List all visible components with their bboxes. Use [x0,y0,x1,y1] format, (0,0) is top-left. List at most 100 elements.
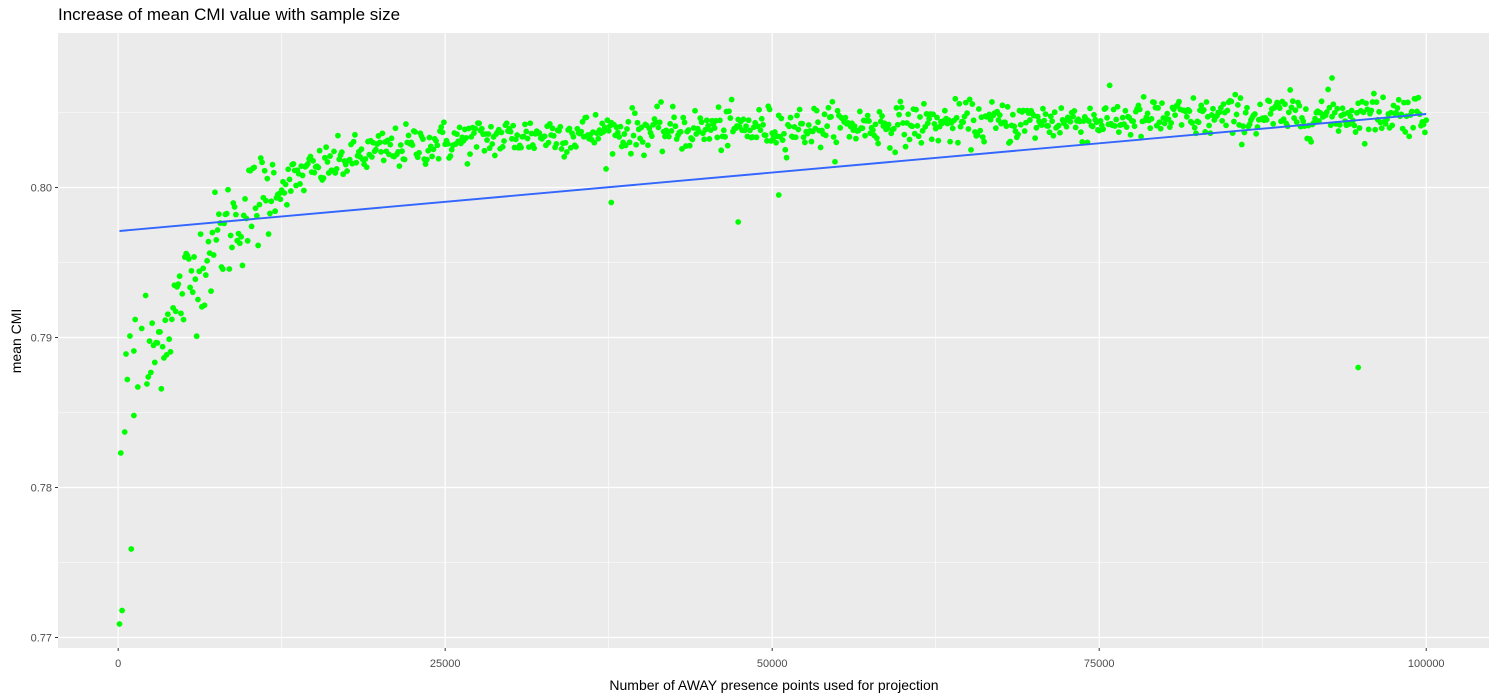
data-point [481,147,488,154]
data-point [338,149,345,156]
data-point [875,140,882,147]
data-point [362,156,369,162]
data-point [720,127,727,134]
data-point [1055,122,1062,129]
data-point [906,136,913,143]
data-point [669,103,676,110]
data-point [1302,106,1309,112]
data-point [1190,95,1197,101]
data-point [876,108,883,115]
data-point [379,130,386,137]
data-point [128,546,135,552]
data-point [1263,116,1270,123]
data-point [232,211,239,218]
data-point [396,163,403,170]
data-point [1168,120,1175,126]
data-point [977,127,984,134]
data-point [179,290,186,297]
data-point [358,146,365,153]
data-point [1408,108,1415,115]
data-point [116,621,123,627]
data-point [414,154,421,161]
data-point [715,104,722,111]
data-point [472,125,479,132]
axis-ticks: 0 25000 50000 75000 100000 0.77 0.78 0.79 0.80 [31,183,1445,671]
data-point [269,161,276,168]
data-point [464,160,471,167]
data-point [1242,109,1249,116]
data-point [1033,124,1040,131]
data-point [467,151,473,158]
data-point [1361,140,1368,147]
data-point [1293,119,1300,126]
data-point [187,284,194,291]
data-point [1040,105,1046,112]
data-point [955,139,961,146]
data-point [268,198,275,205]
data-point [1231,118,1237,125]
data-point [204,257,211,264]
data-point [210,252,217,258]
data-points [116,75,1430,627]
data-point [1323,109,1330,115]
data-point [609,151,616,157]
data-point [378,149,384,155]
data-point [762,132,769,139]
data-point [1378,125,1385,132]
data-point [879,113,885,119]
data-point [566,125,573,132]
data-point [1395,96,1402,103]
data-point [253,212,260,219]
data-point [1372,126,1379,133]
data-point [1123,124,1130,131]
data-point [158,385,165,392]
data-point [1138,133,1144,140]
data-point [1144,110,1151,117]
data-point [172,308,179,315]
data-point [681,119,688,126]
data-point [1130,118,1137,125]
data-point [252,205,259,212]
data-point [499,143,506,150]
data-point [434,142,441,149]
data-point [376,139,383,146]
data-point [166,336,173,343]
data-point [409,142,416,148]
data-point [794,112,800,119]
data-point [557,123,564,130]
data-point [501,138,507,144]
data-point [327,153,333,159]
data-point [996,112,1003,118]
data-point [805,122,812,128]
data-point [429,153,436,160]
data-point [264,175,271,182]
data-point [265,231,272,237]
data-point [401,156,408,163]
data-point [859,125,866,132]
data-point [600,128,607,135]
data-point [724,142,731,149]
data-point [957,123,964,130]
data-point [524,135,531,142]
data-point [1115,129,1122,136]
data-point [915,133,922,140]
data-point [591,139,598,146]
data-point [601,124,608,131]
data-point [1156,119,1163,126]
data-point [692,107,698,114]
data-point [711,125,718,131]
chart-title: Increase of mean CMI value with sample s… [58,5,401,24]
data-point [164,311,171,318]
data-point [1356,125,1363,131]
data-point [178,310,184,317]
data-point [147,369,154,376]
data-point [646,125,653,132]
data-point [1330,101,1337,108]
data-point [1237,95,1244,101]
x-tick-label: 50000 [757,658,788,670]
data-point [964,110,970,117]
data-point [255,242,262,249]
data-point [372,146,379,153]
data-point [545,139,552,146]
data-point [1131,123,1138,130]
